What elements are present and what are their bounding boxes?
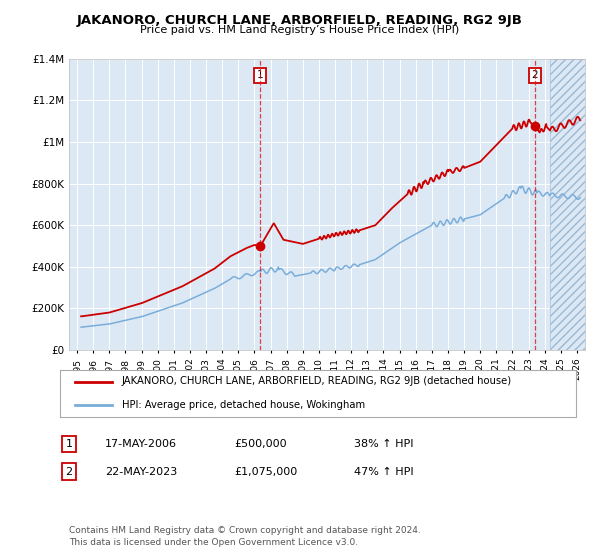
Text: 38% ↑ HPI: 38% ↑ HPI <box>354 439 413 449</box>
Text: £1,075,000: £1,075,000 <box>234 466 297 477</box>
Text: £500,000: £500,000 <box>234 439 287 449</box>
Text: 17-MAY-2006: 17-MAY-2006 <box>105 439 177 449</box>
Text: 22-MAY-2023: 22-MAY-2023 <box>105 466 177 477</box>
Text: Price paid vs. HM Land Registry’s House Price Index (HPI): Price paid vs. HM Land Registry’s House … <box>140 25 460 35</box>
Text: 47% ↑ HPI: 47% ↑ HPI <box>354 466 413 477</box>
Text: 1: 1 <box>65 439 73 449</box>
Text: 2: 2 <box>532 71 538 81</box>
Text: 1: 1 <box>257 71 264 81</box>
Text: Contains HM Land Registry data © Crown copyright and database right 2024.
This d: Contains HM Land Registry data © Crown c… <box>69 526 421 547</box>
Text: JAKANORO, CHURCH LANE, ARBORFIELD, READING, RG2 9JB: JAKANORO, CHURCH LANE, ARBORFIELD, READI… <box>77 14 523 27</box>
Text: 2: 2 <box>65 466 73 477</box>
Text: HPI: Average price, detached house, Wokingham: HPI: Average price, detached house, Woki… <box>122 400 365 410</box>
Text: JAKANORO, CHURCH LANE, ARBORFIELD, READING, RG2 9JB (detached house): JAKANORO, CHURCH LANE, ARBORFIELD, READI… <box>122 376 512 386</box>
